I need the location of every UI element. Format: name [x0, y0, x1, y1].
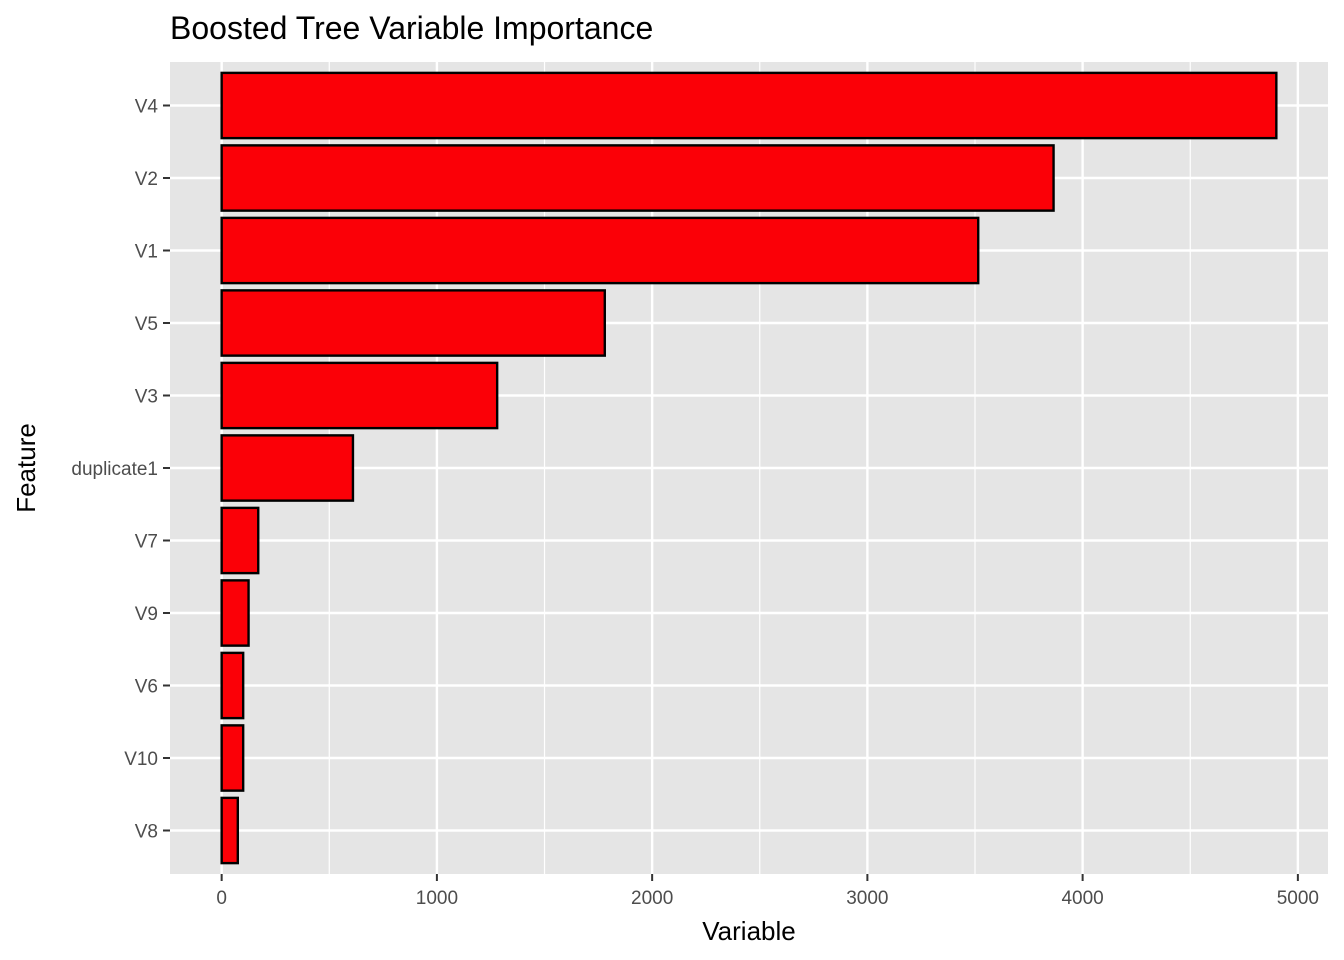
y-tick-label: V4 — [135, 97, 159, 118]
bar-v2 — [220, 144, 1055, 212]
x-tick-label: 0 — [216, 888, 227, 909]
bar-v5 — [220, 289, 606, 357]
y-tick-label: V8 — [135, 822, 158, 843]
y-tick-label: V6 — [135, 677, 158, 698]
y-tick-label: duplicate1 — [71, 459, 158, 480]
bar-v6 — [220, 651, 245, 720]
bar-v10 — [220, 724, 245, 792]
bar-v1 — [220, 216, 980, 285]
x-tick-label: 5000 — [1277, 888, 1319, 909]
x-tick-label: 1000 — [416, 888, 458, 909]
y-axis-title: Feature — [11, 423, 41, 513]
x-axis: 0 1000 2000 3000 4000 5000 — [216, 874, 1319, 909]
x-tick-label: 3000 — [846, 888, 888, 909]
bar-duplicate1 — [220, 434, 355, 502]
y-tick-label: V5 — [135, 314, 158, 335]
y-tick-label: V2 — [135, 169, 158, 190]
y-tick-label: V3 — [135, 387, 158, 408]
chart-title: Boosted Tree Variable Importance — [170, 10, 653, 46]
bar-v4 — [220, 71, 1278, 140]
y-tick-label: V7 — [135, 532, 158, 553]
bar-v8 — [220, 796, 240, 865]
y-tick-label: V10 — [124, 749, 158, 770]
y-axis: V4 V2 V1 V5 V3 duplicate1 V7 V9 V6 V10 V8 — [71, 97, 170, 843]
x-tick-label: 4000 — [1061, 888, 1103, 909]
x-tick-label: 2000 — [631, 888, 673, 909]
bar-v7 — [220, 506, 260, 575]
y-tick-label: V9 — [135, 604, 158, 625]
bars — [220, 71, 1278, 865]
y-tick-label: V1 — [135, 242, 158, 263]
bar-v3 — [220, 361, 499, 430]
bar-v9 — [220, 579, 250, 647]
x-axis-title: Variable — [702, 916, 795, 946]
